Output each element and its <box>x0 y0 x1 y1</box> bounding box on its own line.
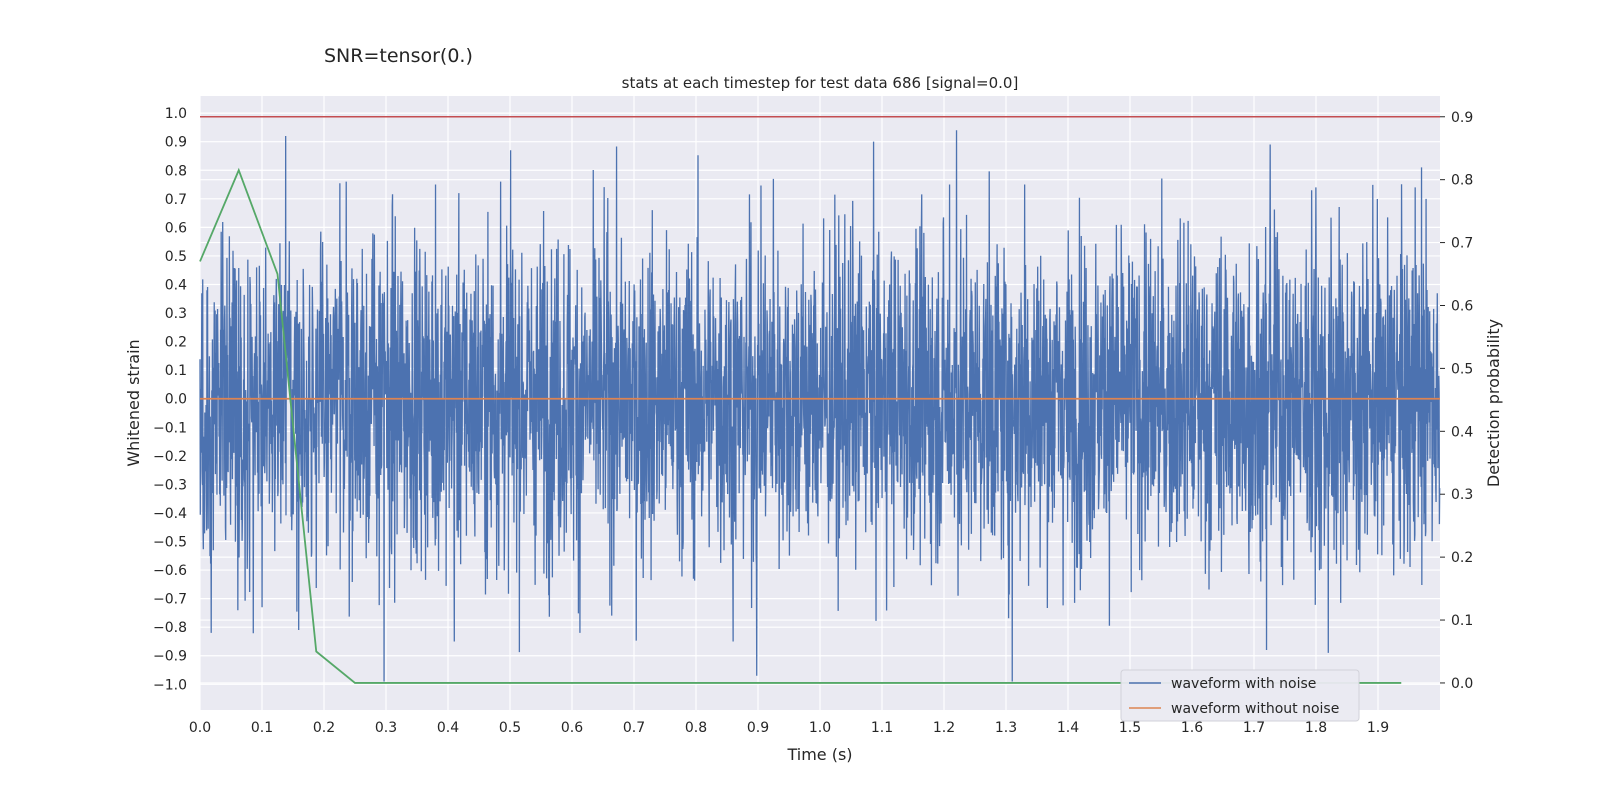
y-axis-label: Whitened strain <box>124 339 143 466</box>
y-tick-label: −0.2 <box>153 449 187 465</box>
right-tick-label: 0.5 <box>1451 361 1473 377</box>
x-tick-label: 0.9 <box>747 720 769 736</box>
x-tick-label: 0.0 <box>189 720 211 736</box>
plot-lines <box>199 115 1441 684</box>
right-tick-label: 0.1 <box>1451 613 1473 629</box>
y-tick-label: −0.7 <box>153 592 187 608</box>
y-tick-label: 0.5 <box>165 249 187 265</box>
legend: waveform with noise waveform without noi… <box>1120 669 1360 722</box>
y-tick-label: 0.1 <box>165 363 187 379</box>
y-tick-label: 0.2 <box>165 335 187 351</box>
right-tick-label: 0.9 <box>1451 110 1473 126</box>
x-axis-ticks: 0.0 0.1 0.2 0.3 0.4 0.5 0.6 0.7 0.8 0.9 1.0 1.1 1.2 1… <box>189 720 1389 736</box>
x-tick-label: 1.5 <box>1119 720 1141 736</box>
x-tick-label: 1.0 <box>809 720 831 736</box>
right-tick-label: 0.7 <box>1451 236 1473 252</box>
right-axis-ticks: 0.9 0.8 0.7 0.6 0.5 0.4 0.3 0.2 0.1 0.0 <box>1440 110 1473 692</box>
x-tick-label: 1.3 <box>995 720 1017 736</box>
legend-label-noisy: waveform with noise <box>1171 676 1316 692</box>
x-tick-label: 1.8 <box>1305 720 1327 736</box>
x-tick-label: 0.2 <box>313 720 335 736</box>
series-waveform-with-noise <box>199 130 1441 682</box>
y-axis-label-right: Detection probability <box>1484 319 1503 487</box>
legend-box <box>1120 669 1360 722</box>
x-tick-label: 0.6 <box>561 720 583 736</box>
x-tick-label: 1.1 <box>871 720 893 736</box>
x-tick-label: 0.3 <box>375 720 397 736</box>
x-tick-label: 1.7 <box>1243 720 1265 736</box>
right-tick-label: 0.0 <box>1451 676 1473 692</box>
y-tick-label: −0.6 <box>153 563 187 579</box>
legend-label-clean: waveform without noise <box>1171 701 1339 717</box>
suptitle: SNR=tensor(0.) <box>324 45 473 67</box>
y-tick-label: 0.7 <box>165 192 187 208</box>
x-tick-label: 0.5 <box>499 720 521 736</box>
x-tick-label: 1.4 <box>1057 720 1079 736</box>
y-tick-label: −0.5 <box>153 535 187 551</box>
y-tick-label: −0.3 <box>153 477 187 493</box>
right-tick-label: 0.2 <box>1451 550 1473 566</box>
x-tick-label: 0.1 <box>251 720 273 736</box>
y-tick-label: 0.6 <box>165 220 187 236</box>
right-tick-label: 0.4 <box>1451 424 1473 440</box>
y-tick-label: 0.8 <box>165 163 187 179</box>
y-tick-label: −1.0 <box>153 677 187 693</box>
chart-title: stats at each timestep for test data 686… <box>622 74 1019 92</box>
series-detection-probability <box>199 167 1402 684</box>
y-tick-label: −0.8 <box>153 620 187 636</box>
y-tick-label: −0.9 <box>153 649 187 665</box>
left-axis-ticks: 1.0 0.9 0.8 0.7 0.6 0.5 0.4 0.3 0.2 0.1 0.0 −0.1 −0.… <box>153 106 187 693</box>
y-tick-label: 0.0 <box>165 392 187 408</box>
y-tick-label: 0.3 <box>165 306 187 322</box>
x-tick-label: 1.6 <box>1181 720 1203 736</box>
y-tick-label: 0.4 <box>165 277 187 293</box>
y-tick-label: 0.9 <box>165 135 187 151</box>
x-tick-label: 0.7 <box>623 720 645 736</box>
y-tick-label: −0.1 <box>153 420 187 436</box>
y-tick-label: −0.4 <box>153 506 187 522</box>
y-tick-label: 1.0 <box>165 106 187 122</box>
x-tick-label: 1.2 <box>933 720 955 736</box>
right-tick-label: 0.8 <box>1451 173 1473 189</box>
right-tick-label: 0.6 <box>1451 298 1473 314</box>
x-tick-label: 0.4 <box>437 720 459 736</box>
right-tick-label: 0.3 <box>1451 487 1473 503</box>
x-tick-label: 1.9 <box>1367 720 1389 736</box>
x-axis-label: Time (s) <box>786 745 852 764</box>
x-tick-label: 0.8 <box>685 720 707 736</box>
